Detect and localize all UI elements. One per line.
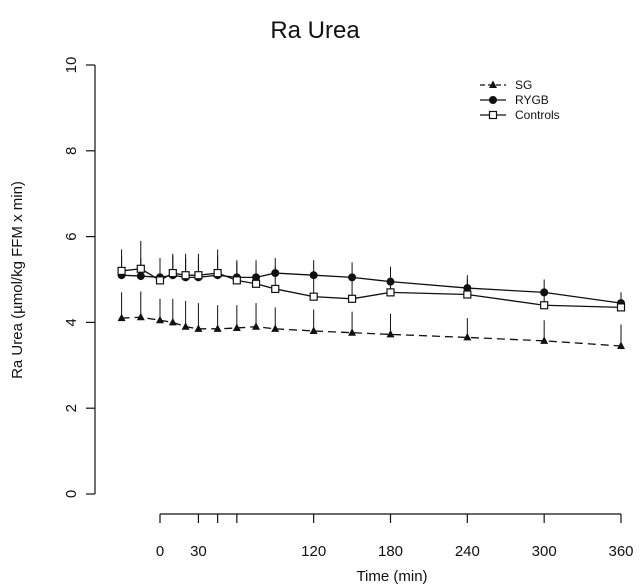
- y-tick-label: 8: [63, 147, 80, 155]
- x-tick-label: 360: [608, 543, 633, 560]
- x-axis: 0 30 120 180 240 300 360: [156, 513, 634, 560]
- x-tick-label: 300: [532, 543, 557, 560]
- legend-marker: [489, 96, 497, 104]
- data-point: [117, 313, 126, 322]
- chart-title: Ra Urea: [270, 17, 360, 44]
- legend-item: Controls: [480, 108, 560, 122]
- data-point: [309, 326, 318, 334]
- legend-marker: [488, 110, 498, 120]
- data-point: [348, 328, 357, 336]
- data-point: [194, 271, 203, 280]
- data-point: [136, 272, 145, 281]
- data-point: [347, 294, 357, 303]
- data-point: [540, 336, 549, 344]
- data-point: [617, 341, 625, 349]
- data-point: [194, 324, 203, 332]
- legend-item: SG: [480, 78, 532, 92]
- data-point: [271, 324, 280, 332]
- data-point: [232, 276, 241, 285]
- x-axis-label: Time (min): [356, 568, 427, 585]
- legend-label: RYGB: [515, 93, 549, 107]
- data-point: [213, 268, 222, 278]
- data-point: [136, 312, 145, 321]
- y-axis-label: Ra Urea (µmol/kg FFM x min): [9, 181, 26, 379]
- y-tick-label: 2: [63, 404, 80, 412]
- series-line: [121, 268, 622, 309]
- data-point: [168, 317, 177, 326]
- x-tick-label: 180: [378, 543, 403, 560]
- y-tick-label: 4: [63, 318, 80, 326]
- legend-item: RYGB: [480, 93, 549, 107]
- plot-area: [117, 240, 626, 349]
- x-tick-label: 240: [455, 543, 480, 560]
- data-point: [181, 322, 190, 330]
- data-point: [156, 315, 164, 324]
- data-point: [181, 271, 190, 280]
- data-point: [463, 290, 472, 299]
- data-point: [117, 266, 126, 276]
- series-sg: [117, 291, 625, 349]
- data-point: [540, 301, 549, 310]
- series-line: [121, 316, 622, 347]
- legend-marker: [489, 80, 497, 88]
- data-point: [252, 322, 261, 330]
- legend-label: SG: [515, 78, 532, 92]
- data-point: [348, 273, 357, 282]
- legend-label: Controls: [515, 108, 560, 122]
- x-tick-label: 120: [301, 543, 326, 560]
- x-tick-label: 0: [156, 543, 164, 560]
- data-point: [616, 303, 626, 312]
- data-point: [271, 284, 280, 294]
- data-point: [232, 323, 241, 331]
- data-point: [136, 264, 145, 273]
- y-tick-label: 6: [63, 232, 80, 240]
- data-point: [386, 329, 395, 338]
- data-point: [463, 332, 472, 341]
- data-point: [251, 279, 261, 288]
- y-tick-label: 10: [63, 57, 80, 74]
- series-rygb: [117, 255, 625, 308]
- y-tick-label: 0: [63, 490, 80, 498]
- data-point: [213, 324, 222, 332]
- data-point: [309, 292, 318, 301]
- data-point: [386, 288, 395, 297]
- data-point: [168, 268, 177, 278]
- data-point: [155, 276, 165, 285]
- y-axis: 0 2 4 6 8 10: [63, 57, 96, 498]
- series-controls: [117, 240, 626, 312]
- x-tick-label: 30: [190, 543, 207, 560]
